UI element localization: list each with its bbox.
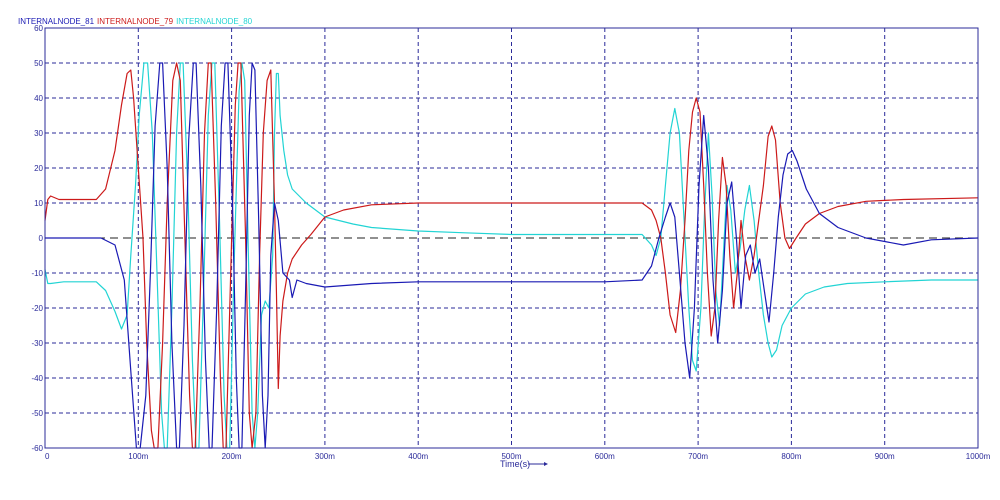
x-axis-label: Time(s) <box>500 459 530 469</box>
x-tick-label: 100m <box>128 452 148 461</box>
y-tick-label: 10 <box>34 199 43 208</box>
x-tick-label: 0 <box>45 452 50 461</box>
x-tick-label: 700m <box>688 452 708 461</box>
y-tick-label: -60 <box>31 444 43 453</box>
y-tick-label: -20 <box>31 304 43 313</box>
y-tick-label: -40 <box>31 374 43 383</box>
y-tick-label: 50 <box>34 59 43 68</box>
y-tick-label: 30 <box>34 129 43 138</box>
series-line-internalnode-79 <box>44 62 979 449</box>
y-tick-label: 0 <box>39 234 44 243</box>
x-tick-label: 600m <box>595 452 615 461</box>
x-tick-label: 500m <box>501 452 521 461</box>
x-tick-label: 900m <box>875 452 895 461</box>
x-tick-label: 800m <box>781 452 801 461</box>
x-tick-label: 1000m <box>966 452 991 461</box>
x-tick-label: 200m <box>222 452 242 461</box>
y-tick-label: 40 <box>34 94 43 103</box>
plot-frame <box>44 27 979 449</box>
series-line-internalnode-80 <box>44 62 978 449</box>
y-tick-label: -10 <box>31 269 43 278</box>
x-tick-label: 400m <box>408 452 428 461</box>
y-tick-label: 20 <box>34 164 43 173</box>
chart-legend: INTERNALNODE_81 INTERNALNODE_79 INTERNALNO… <box>18 17 255 26</box>
y-tick-label: -50 <box>31 409 43 418</box>
legend-entry-internalnode-79: INTERNALNODE_79 <box>97 17 174 26</box>
x-axis-arrow <box>528 462 548 466</box>
y-tick-label: -30 <box>31 339 43 348</box>
legend-entry-internalnode-80: INTERNALNODE_80 <box>176 17 253 26</box>
y-tick-label: 60 <box>34 24 43 33</box>
x-tick-label: 300m <box>315 452 335 461</box>
series-line-internalnode-81 <box>45 62 979 449</box>
legend-entry-internalnode-81: INTERNALNODE_81 <box>18 17 95 26</box>
